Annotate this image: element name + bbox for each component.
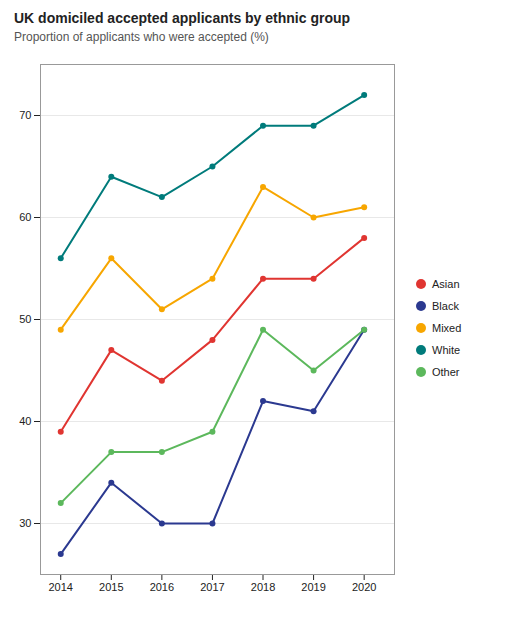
svg-text:50: 50: [19, 313, 31, 325]
svg-text:2019: 2019: [301, 581, 325, 593]
html-text:UK domiciled accepted applican: UK domiciled accepted applicants by ethn…: [14, 10, 351, 26]
svg-text:40: 40: [19, 415, 31, 427]
html-text:Other: Other: [432, 366, 460, 378]
html-text:Mixed: Mixed: [432, 322, 462, 334]
svg-text:2016: 2016: [150, 581, 174, 593]
svg-text:2018: 2018: [251, 581, 275, 593]
html-text:Proportion of applicants who w: Proportion of applicants who were accept…: [14, 30, 269, 44]
svg-text:2017: 2017: [200, 581, 224, 593]
html-text:Asian: Asian: [432, 278, 460, 290]
html-text:White: White: [432, 344, 461, 356]
html-text:Black: Black: [432, 300, 459, 312]
svg-text:2014: 2014: [48, 581, 72, 593]
svg-text:70: 70: [19, 109, 31, 121]
svg-text:30: 30: [19, 517, 31, 529]
svg-text:2015: 2015: [99, 581, 123, 593]
svg-text:60: 60: [19, 211, 31, 223]
svg-text:2020: 2020: [352, 581, 376, 593]
